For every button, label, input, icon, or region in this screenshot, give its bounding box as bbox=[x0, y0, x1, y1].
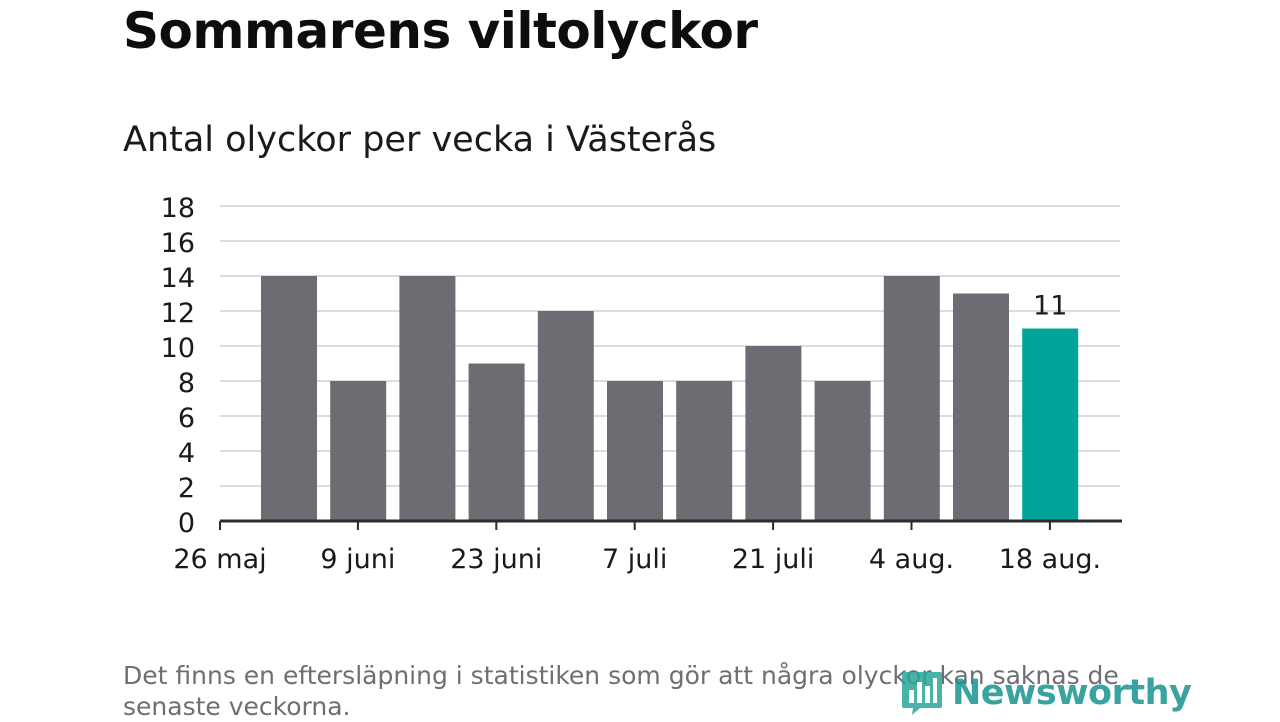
chart-subtitle: Antal olyckor per vecka i Västerås bbox=[123, 120, 717, 160]
y-tick-label: 2 bbox=[178, 473, 195, 504]
axes bbox=[219, 519, 1122, 530]
x-tick-label: 21 juli bbox=[732, 544, 815, 575]
bar bbox=[261, 276, 317, 521]
bar bbox=[399, 276, 456, 521]
chart-title: Sommarens viltolyckor bbox=[123, 2, 758, 60]
x-tick-label: 4 aug. bbox=[869, 544, 954, 575]
labels: 0 2 4 6 8 10 12 14 16 18 11 26 maj 9 juni 23 juni 7 ju… bbox=[161, 193, 1101, 575]
bar bbox=[607, 381, 663, 521]
bar-chart: 0 2 4 6 8 10 12 14 16 18 11 26 maj 9 juni 23 juni 7 ju… bbox=[161, 193, 1122, 575]
data-label: 11 bbox=[1033, 291, 1067, 322]
bar bbox=[745, 346, 802, 521]
bar bbox=[330, 381, 387, 521]
x-tick-label: 7 juli bbox=[602, 544, 667, 575]
bar bbox=[676, 381, 733, 521]
y-tick-label: 18 bbox=[161, 193, 195, 224]
bar bbox=[953, 293, 1009, 521]
bar bbox=[468, 363, 525, 521]
bar-chart-logo-icon bbox=[902, 672, 942, 715]
x-tick-label: 23 juni bbox=[450, 544, 542, 575]
y-tick-label: 12 bbox=[161, 298, 195, 329]
y-tick-label: 14 bbox=[161, 263, 195, 294]
y-tick-label: 4 bbox=[178, 438, 195, 469]
newsworthy-logo: Newsworthy bbox=[900, 668, 1192, 718]
bar-highlight bbox=[1022, 328, 1079, 521]
bar bbox=[883, 276, 940, 521]
y-tick-label: 6 bbox=[178, 403, 195, 434]
x-tick-label: 18 aug. bbox=[999, 544, 1101, 575]
footnote: Det finns en eftersläpning i statistiken… bbox=[123, 661, 1119, 721]
bars bbox=[261, 276, 1079, 521]
x-tick-label: 26 maj bbox=[173, 544, 266, 575]
x-tick-label: 9 juni bbox=[320, 544, 395, 575]
bar bbox=[814, 381, 871, 521]
y-tick-label: 16 bbox=[161, 228, 195, 259]
bar bbox=[537, 311, 594, 521]
y-tick-label: 0 bbox=[178, 508, 195, 539]
logo-text: Newsworthy bbox=[952, 673, 1192, 713]
y-tick-label: 10 bbox=[161, 333, 195, 364]
y-tick-label: 8 bbox=[178, 368, 195, 399]
